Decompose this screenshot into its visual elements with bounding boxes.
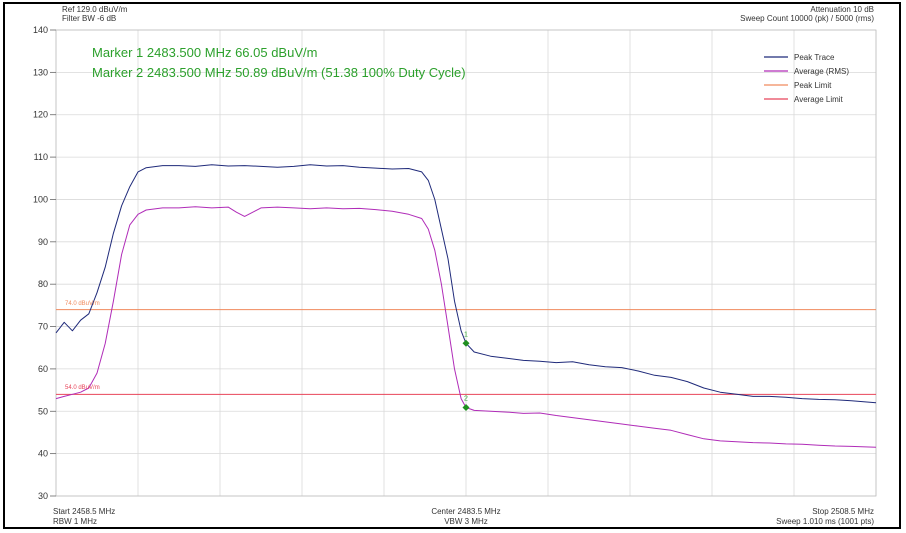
legend-label-average-limit: Average Limit bbox=[794, 95, 844, 104]
sweep-count-label: Sweep Count 10000 (pk) / 5000 (rms) bbox=[740, 14, 874, 23]
stop-frequency-label: Stop 2508.5 MHz bbox=[812, 507, 874, 516]
y-tick-label: 90 bbox=[38, 237, 48, 247]
marker2-readout: Marker 2 2483.500 MHz 50.89 dBuV/m (51.3… bbox=[92, 65, 466, 80]
y-tick-label: 110 bbox=[34, 152, 48, 162]
marker-1-label: 1 bbox=[464, 331, 468, 338]
legend-label-average: Average (RMS) bbox=[794, 67, 849, 76]
traces bbox=[55, 164, 877, 448]
y-tick-label: 100 bbox=[33, 194, 48, 204]
y-tick-label: 50 bbox=[38, 406, 48, 416]
markers: 12 bbox=[462, 331, 470, 412]
marker-1-point bbox=[462, 339, 470, 347]
attenuation-label: Attenuation 10 dB bbox=[810, 5, 874, 14]
marker-2-point bbox=[462, 404, 470, 412]
average-limit-label: 54.0 dBuV/m bbox=[65, 385, 100, 391]
vbw-label: VBW 3 MHz bbox=[444, 517, 488, 526]
center-frequency-label: Center 2483.5 MHz bbox=[431, 507, 500, 516]
y-tick-label: 120 bbox=[33, 110, 48, 120]
start-frequency-label: Start 2458.5 MHz bbox=[53, 507, 115, 516]
legend: Peak Trace Average (RMS) Peak Limit Aver… bbox=[764, 53, 849, 104]
legend-label-peak-limit: Peak Limit bbox=[794, 81, 832, 90]
y-tick-label: 70 bbox=[38, 322, 48, 332]
y-tick-label: 130 bbox=[33, 67, 48, 77]
plot-frame bbox=[3, 2, 901, 529]
y-axis-ticks: 30 40 50 60 70 80 90 100 110 120 130 140 bbox=[33, 25, 56, 501]
y-tick-label: 80 bbox=[38, 279, 48, 289]
sweep-time-label: Sweep 1.010 ms (1001 pts) bbox=[776, 517, 874, 526]
y-tick-label: 60 bbox=[38, 364, 48, 374]
average-trace-line bbox=[55, 206, 877, 448]
marker-2-label: 2 bbox=[464, 396, 468, 403]
y-tick-label: 40 bbox=[38, 449, 48, 459]
y-tick-label: 30 bbox=[38, 491, 48, 501]
marker1-readout: Marker 1 2483.500 MHz 66.05 dBuV/m bbox=[92, 45, 317, 60]
y-tick-label: 140 bbox=[33, 25, 48, 35]
filter-bw-label: Filter BW -6 dB bbox=[62, 14, 116, 23]
ref-level-label: Ref 129.0 dBuV/m bbox=[62, 5, 128, 14]
peak-limit-label: 74.0 dBuV/m bbox=[65, 301, 100, 307]
rbw-label: RBW 1 MHz bbox=[53, 517, 97, 526]
plot-area-border bbox=[55, 29, 877, 497]
grid bbox=[55, 29, 877, 497]
legend-label-peak-trace: Peak Trace bbox=[794, 53, 835, 62]
peak-trace-line bbox=[55, 164, 877, 404]
